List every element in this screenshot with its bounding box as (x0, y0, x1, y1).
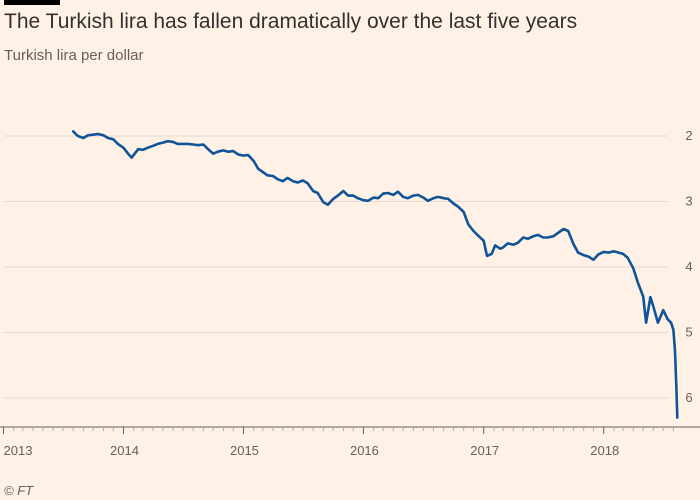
x-axis: 2013 2014 2015 2016 2017 2018 (0, 426, 700, 458)
series-line-lira-per-dollar (71, 130, 679, 419)
y-axis: 2 3 4 5 6 (685, 128, 692, 405)
x-tick-label: 2017 (470, 443, 499, 458)
x-tick-label: 2013 (4, 443, 33, 458)
y-tick-label: 3 (685, 194, 692, 209)
source-credit: © FT (4, 483, 34, 498)
brand-bar (4, 0, 60, 5)
y-tick-label: 4 (685, 259, 692, 274)
x-tick-label: 2018 (590, 443, 619, 458)
x-tick-label: 2015 (230, 443, 259, 458)
y-tick-label: 2 (685, 128, 692, 143)
chart-subtitle: Turkish lira per dollar (4, 47, 144, 64)
chart-title: The Turkish lira has fallen dramatically… (4, 10, 578, 33)
x-tick-label: 2016 (350, 443, 379, 458)
y-tick-label: 5 (685, 325, 692, 340)
x-tick-label: 2014 (110, 443, 139, 458)
y-tick-label: 6 (685, 390, 692, 405)
series-layer (71, 130, 679, 419)
grid-layer (4, 135, 668, 399)
line-chart: 2013 2014 2015 2016 2017 2018 2 3 4 5 6 (0, 128, 700, 458)
